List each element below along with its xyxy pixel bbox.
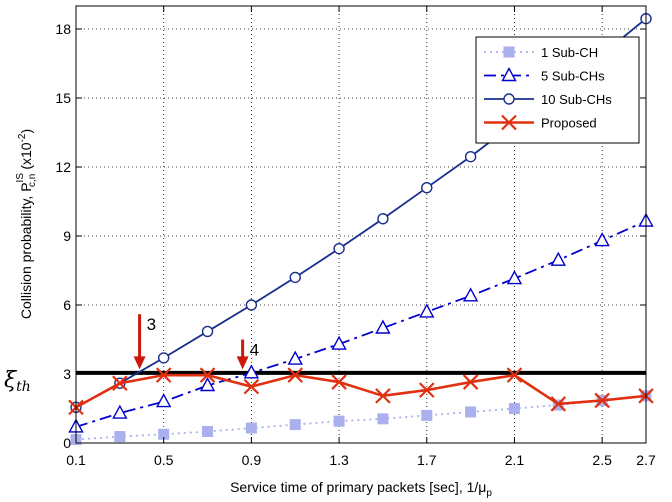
annotation-label: 4 [250,341,259,360]
series-line [75,373,647,409]
annotation-arrow-head [236,356,249,370]
annotation-label: 3 [147,315,156,334]
x-tick-label: 2.1 [505,452,525,468]
y-axis-label: Collision probability, PISc,n(x10-2) [15,129,38,319]
y-tick-label: 3 [63,366,71,382]
data-point [506,270,523,285]
data-point [331,335,347,350]
data-point [243,364,260,379]
x-tick-label: 0.5 [154,452,174,468]
annotation-arrow-head [133,356,146,370]
y-tick-label: 12 [55,159,71,175]
data-point [245,422,257,434]
data-point [594,232,610,247]
data-point [506,367,523,383]
legend: 1 Sub-CH 5 Sub-CHs 10 Sub-CHs Proposed [475,36,640,144]
threshold-label: ξth [4,368,31,395]
x-axis-label: Service time of primary packets [sec], 1… [230,479,492,499]
data-point [508,403,520,414]
data-point [375,388,391,404]
ticks: 0.1 0.5 0.9 1.3 1.7 2.1 2.5 2.7 0 3 6 9 12 15 18 [55,6,656,468]
data-point [287,350,303,365]
legend-marker [501,67,517,82]
legend-entry-label: Proposed [541,116,597,131]
data-point [464,150,477,163]
data-point [287,367,304,383]
series-1 [68,212,654,433]
x-tick-label: 1.3 [329,452,349,468]
data-point [199,377,216,392]
legend-entry-label: 5 Sub-CHs [541,69,605,84]
x-tick-label: 2.7 [636,452,656,468]
x-tick-label: 1.7 [417,452,437,468]
legend-box [475,36,640,144]
y-tick-label: 6 [63,297,71,313]
data-point [550,396,567,412]
x-tick-label: 2.5 [592,452,612,468]
x-tick-label: 0.9 [242,452,262,468]
data-point [462,374,479,390]
y-tick-label: 15 [55,90,71,106]
data-point [289,271,301,284]
data-point [333,415,345,427]
legend-entry-label: 1 Sub-CH [541,45,598,60]
annotations: 34 [133,314,259,370]
data-point [245,299,258,311]
data-point [155,367,172,383]
data-point [157,352,170,364]
legend-marker [501,114,517,131]
data-point [114,431,126,443]
y-tick-label: 0 [63,435,71,451]
x-tick-label: 0.1 [66,452,86,468]
plot-frame [75,5,647,444]
data-point [331,374,347,390]
data-point [156,393,172,408]
data-point [199,367,216,383]
data-point [333,242,345,255]
data-point [112,404,128,419]
data-point [112,375,128,391]
legend-entry-label: 10 Sub-CHs [541,92,612,107]
data-point [201,325,214,338]
data-point [377,413,389,425]
data-point [465,406,477,418]
y-tick-label: 9 [63,228,71,244]
y-tick-label: 18 [55,21,71,37]
legend-marker [503,93,515,105]
data-point [594,392,610,409]
legend-marker [503,46,515,58]
data-point [550,251,566,266]
series-3 [68,367,654,416]
data-point [419,303,435,318]
data-point [377,213,389,225]
data-point [375,319,391,334]
data-point [202,426,214,437]
data-point [421,409,433,421]
series-group [68,12,654,446]
data-point [289,419,301,431]
data-point [243,378,260,395]
series-line [75,220,647,428]
data-point [418,382,435,398]
data-point [462,287,479,302]
data-point [421,181,433,194]
